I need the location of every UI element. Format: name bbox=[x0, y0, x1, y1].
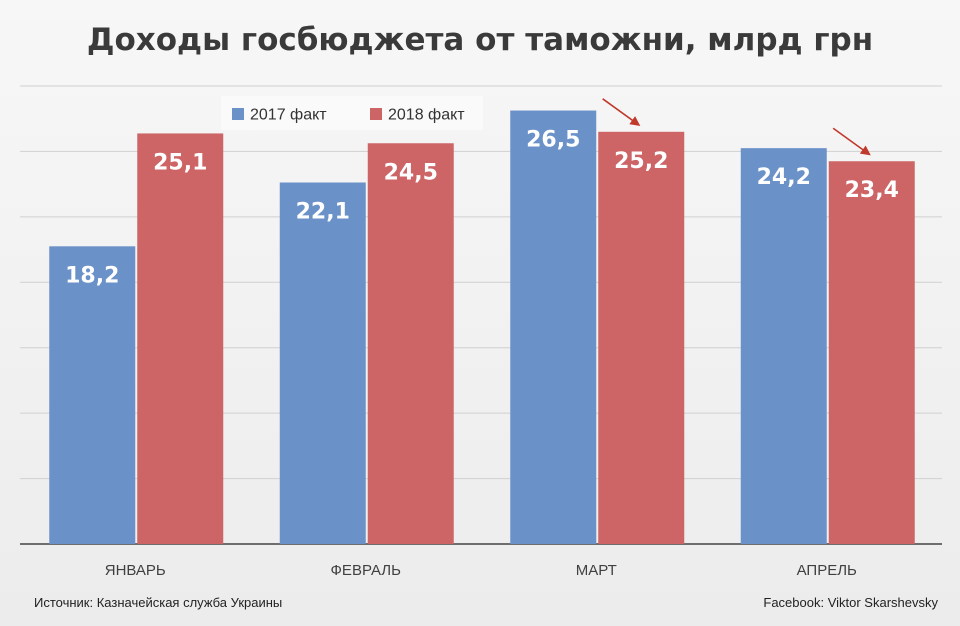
decrease-arrow bbox=[602, 98, 641, 126]
bar bbox=[279, 182, 366, 544]
data-label: 18,2 bbox=[65, 263, 119, 288]
bar bbox=[137, 133, 224, 544]
bars bbox=[49, 110, 915, 545]
bar bbox=[598, 131, 685, 545]
bar bbox=[49, 246, 136, 545]
legend: 2017 факт 2018 факт bbox=[221, 96, 483, 130]
data-label: 25,2 bbox=[614, 149, 668, 174]
bar bbox=[367, 143, 454, 544]
decrease-arrow bbox=[832, 127, 871, 156]
data-label: 22,1 bbox=[296, 200, 350, 225]
data-label: 24,2 bbox=[757, 165, 811, 190]
x-tick-label: ФЕВРАЛЬ bbox=[331, 562, 402, 579]
bar bbox=[740, 148, 827, 544]
x-tick-label: МАРТ bbox=[576, 562, 617, 579]
credit-note: Facebook: Viktor Skarshevsky bbox=[763, 595, 938, 610]
legend-swatch bbox=[232, 108, 244, 120]
legend-label: 2018 факт bbox=[388, 107, 465, 124]
chart-title: Доходы госбюджета от таможни, млрд грн bbox=[87, 22, 873, 58]
bar bbox=[510, 110, 597, 545]
legend-swatch bbox=[370, 108, 382, 120]
source-note: Источник: Казначейская служба Украины bbox=[34, 595, 282, 610]
bar bbox=[828, 161, 915, 544]
data-label: 26,5 bbox=[526, 128, 580, 153]
legend-label: 2017 факт bbox=[250, 107, 327, 124]
x-tick-labels: ЯНВАРЬ ФЕВРАЛЬ МАРТ АПРЕЛЬ bbox=[105, 562, 857, 579]
annotation-arrows bbox=[602, 98, 871, 156]
data-label: 25,1 bbox=[153, 150, 207, 175]
data-label: 23,4 bbox=[845, 178, 899, 203]
data-label: 24,5 bbox=[384, 160, 438, 185]
legend-box bbox=[221, 96, 483, 130]
x-tick-label: АПРЕЛЬ bbox=[797, 562, 857, 579]
data-labels: 18,2 25,1 22,1 24,5 26,5 25,2 24,2 23,4 bbox=[65, 128, 899, 289]
x-tick-label: ЯНВАРЬ bbox=[105, 562, 166, 579]
